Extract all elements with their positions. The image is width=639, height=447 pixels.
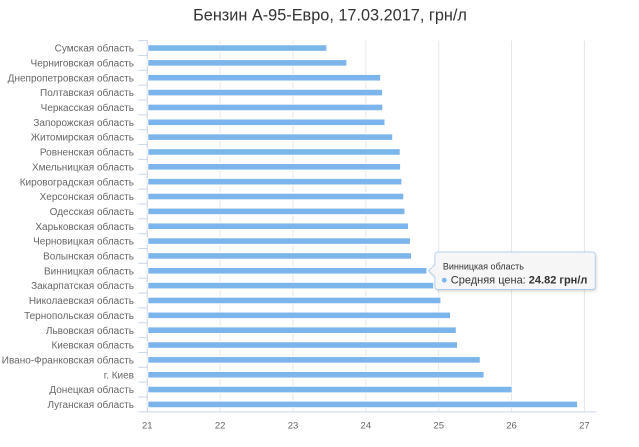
svg-text:Ровненская область: Ровненская область [40,147,134,159]
svg-text:Запорожская область: Запорожская область [33,117,134,129]
svg-text:г. Киев: г. Киев [104,370,134,381]
svg-text:Черкасская область: Черкасская область [41,102,134,114]
svg-text:Черновицкая область: Черновицкая область [33,236,134,248]
svg-text:Черниговская область: Черниговская область [31,57,134,69]
svg-text:Бензин А-95-Евро, 17.03.2017,: Бензин А-95-Евро, 17.03.2017, грн/л [193,7,467,25]
svg-text:Харьковская область: Харьковская область [35,221,134,233]
svg-text:Одесская область: Одесская область [50,206,134,218]
svg-text:Закарпатская область: Закарпатская область [31,280,134,292]
svg-text:Донецкая область: Донецкая область [49,384,134,396]
svg-text:Днепропетровская область: Днепропетровская область [8,72,134,84]
svg-text:Ивано-Франковская область: Ивано-Франковская область [2,354,134,366]
svg-text:Херсонская область: Херсонская область [40,191,134,203]
svg-text:Николаевская область: Николаевская область [29,295,134,307]
svg-text:25: 25 [433,421,444,432]
svg-text:Винницкая область: Винницкая область [44,265,134,277]
svg-text:Волынская область: Волынская область [43,251,134,263]
svg-text:Кировоградская область: Кировоградская область [20,176,134,188]
svg-text:Хмельницкая область: Хмельницкая область [32,161,134,173]
svg-text:26: 26 [506,421,517,432]
svg-text:23: 23 [288,421,299,432]
svg-text:Луганская область: Луганская область [47,399,134,411]
svg-text:22: 22 [215,421,226,432]
svg-text:Львовская область: Львовская область [46,325,134,337]
svg-text:Сумская область: Сумская область [55,43,134,55]
svg-text:21: 21 [142,421,153,432]
svg-text:Житомирская область: Житомирская область [31,132,134,144]
svg-text:Тернопольская область: Тернопольская область [24,310,134,322]
svg-text:Средняя цена: 24.82 грн/л: Средняя цена: 24.82 грн/л [451,275,588,287]
svg-text:24: 24 [361,421,372,432]
svg-text:Полтавская область: Полтавская область [40,87,134,99]
svg-text:27: 27 [579,421,590,432]
svg-text:Винницкая область: Винницкая область [443,261,524,271]
svg-text:Киевская область: Киевская область [51,340,134,352]
